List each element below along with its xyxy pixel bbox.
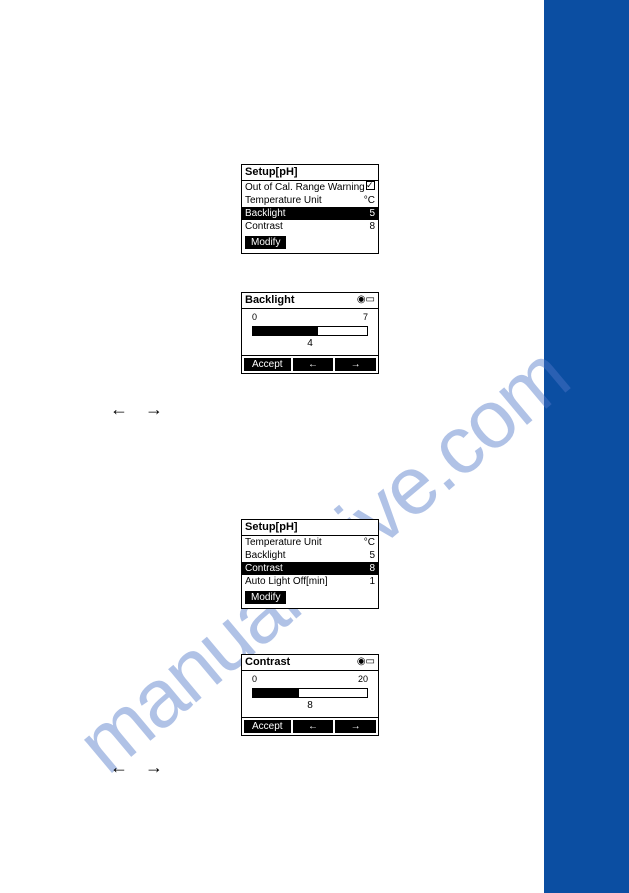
row-label: Backlight [245, 549, 286, 562]
battery-icon: ◉▭ [357, 656, 375, 668]
screen1-row-2-selected: Backlight 5 [242, 207, 378, 220]
left-arrow-icon: ← [110, 399, 128, 419]
row-label: Backlight [245, 207, 286, 220]
row-value: 8 [369, 562, 375, 575]
screen1-title: Setup[pH] [242, 165, 378, 179]
screen2-softkey-bar: Accept ← → [242, 355, 378, 373]
screen3-row-2-selected: Contrast 8 [242, 562, 378, 575]
screen1-row-0: Out of Cal. Range Warning [242, 181, 378, 194]
accept-button[interactable]: Accept [244, 358, 291, 371]
vertical-blue-bar [544, 0, 629, 893]
battery-icon: ◉▭ [357, 294, 375, 306]
screen1-softkey-bar: Modify [242, 233, 378, 253]
lcd-screen-backlight-slider: Backlight ◉▭ 0 7 4 Accept ← → [241, 292, 379, 374]
screen4-title: Contrast [245, 656, 290, 668]
row-value: 5 [369, 207, 375, 220]
row-value: 5 [369, 549, 375, 562]
slider-max: 20 [358, 674, 368, 684]
right-arrow-button[interactable]: → [335, 720, 376, 733]
slider-min: 0 [252, 312, 257, 322]
checkbox-icon [366, 181, 375, 190]
slider-max: 7 [363, 312, 368, 322]
slider-labels: 0 7 [242, 312, 378, 322]
screen2-title: Backlight [245, 294, 295, 306]
accept-button[interactable]: Accept [244, 720, 291, 733]
screen3-row-3: Auto Light Off[min] 1 [242, 575, 378, 588]
slider-track[interactable] [252, 688, 368, 698]
slider-min: 0 [252, 674, 257, 684]
screen3-title: Setup[pH] [242, 520, 378, 534]
screen1-row-3: Contrast 8 [242, 220, 378, 233]
slider-fill [253, 327, 318, 335]
screen3-softkey-bar: Modify [242, 588, 378, 608]
screen3-row-0: Temperature Unit °C [242, 536, 378, 549]
row-value: 1 [369, 575, 375, 588]
slider-track[interactable] [252, 326, 368, 336]
row-label: Out of Cal. Range Warning [245, 181, 365, 194]
row-label: Auto Light Off[min] [245, 575, 328, 588]
modify-button[interactable]: Modify [245, 236, 286, 249]
row-label: Temperature Unit [245, 194, 322, 207]
screen3-row-1: Backlight 5 [242, 549, 378, 562]
nav-arrows-1: ← → [104, 399, 169, 420]
row-value: °C [364, 536, 375, 549]
row-value: 8 [369, 220, 375, 233]
row-label: Temperature Unit [245, 536, 322, 549]
slider-labels: 0 20 [242, 674, 378, 684]
slider-value: 4 [242, 338, 378, 349]
right-arrow-icon: → [145, 757, 163, 777]
row-label: Contrast [245, 220, 283, 233]
nav-arrows-2: ← → [104, 757, 169, 778]
lcd-screen-setup-contrast: Setup[pH] Temperature Unit °C Backlight … [241, 519, 379, 609]
row-value: °C [364, 194, 375, 207]
left-arrow-button[interactable]: ← [293, 358, 334, 371]
left-arrow-button[interactable]: ← [293, 720, 334, 733]
row-label: Contrast [245, 562, 283, 575]
modify-button[interactable]: Modify [245, 591, 286, 604]
screen1-row-1: Temperature Unit °C [242, 194, 378, 207]
right-arrow-icon: → [145, 399, 163, 419]
lcd-screen-contrast-slider: Contrast ◉▭ 0 20 8 Accept ← → [241, 654, 379, 736]
right-arrow-button[interactable]: → [335, 358, 376, 371]
slider-value: 8 [242, 700, 378, 711]
slider-fill [253, 689, 299, 697]
lcd-screen-setup-backlight: Setup[pH] Out of Cal. Range Warning Temp… [241, 164, 379, 254]
screen4-softkey-bar: Accept ← → [242, 717, 378, 735]
left-arrow-icon: ← [110, 757, 128, 777]
